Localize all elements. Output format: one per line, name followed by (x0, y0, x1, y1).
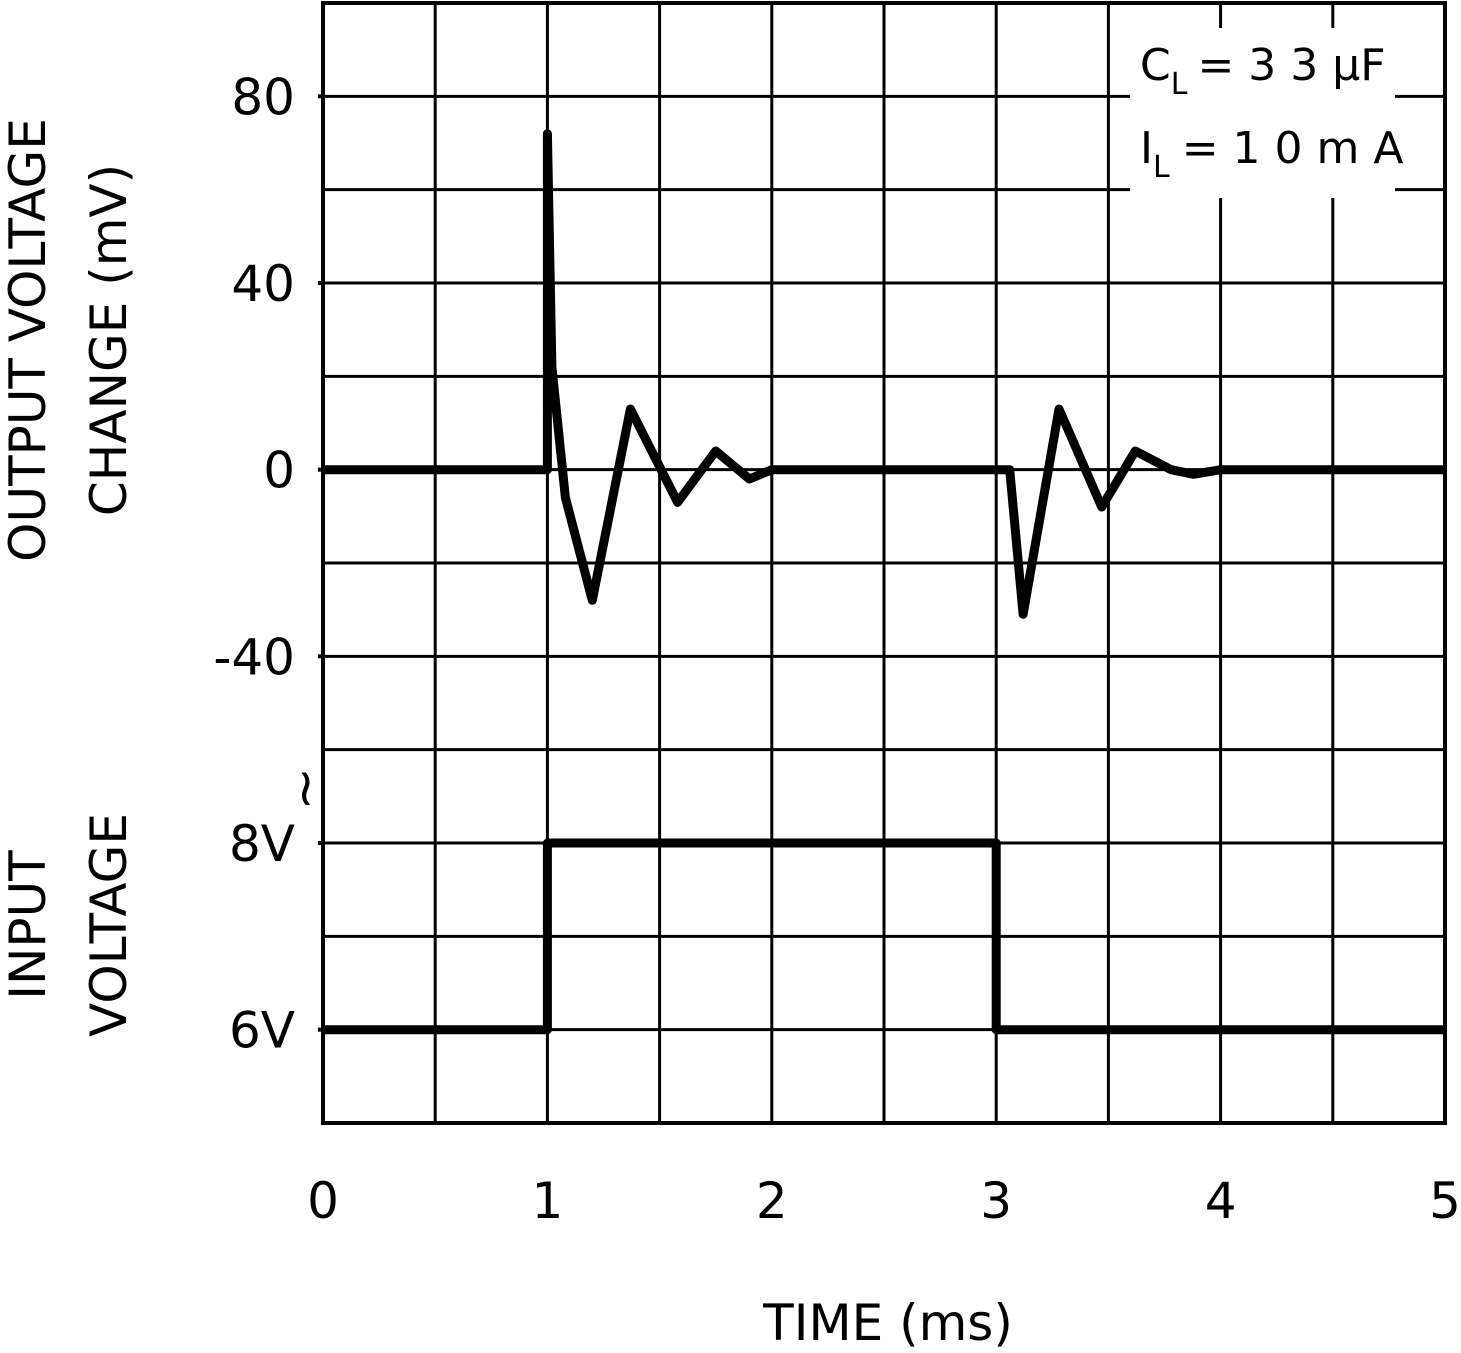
x-tick-label: 5 (1429, 1172, 1461, 1230)
y-tick-label-top: 80 (231, 68, 295, 126)
y-tick-label-top: 40 (231, 255, 295, 313)
top-ylabel-line1: OUTPUT VOLTAGE (0, 118, 57, 562)
tick-labels: 0 1 2 3 4 5 80 40 0 -40 8V 6V (213, 68, 1461, 1230)
y-tick-label-bottom: 8V (229, 815, 295, 873)
x-tick-label: 0 (307, 1172, 339, 1230)
x-tick-label: 1 (531, 1172, 563, 1230)
x-tick-label: 3 (980, 1172, 1012, 1230)
y-tick-label-top: -40 (213, 628, 295, 686)
il-label: IL = 1 0 m A (1140, 123, 1403, 185)
annotation-background (1130, 28, 1395, 198)
x-axis-label: TIME (ms) (762, 1294, 1013, 1352)
series-layer (323, 129, 1445, 1035)
x-tick-label: 2 (756, 1172, 788, 1230)
plot-frame (321, 1, 1447, 1125)
top-ylabel-line2: CHANGE (mV) (80, 164, 138, 516)
bottom-ylabel-line2: VOLTAGE (80, 813, 138, 1037)
bottom-ylabel-line1: INPUT (0, 850, 57, 1000)
cl-label: CL = 3 3 μF (1140, 40, 1386, 102)
axis-break-symbol: ≀ (296, 758, 316, 818)
series-output-voltage-change (323, 129, 1445, 619)
series-input-voltage (323, 838, 1445, 1035)
x-tick-label: 4 (1205, 1172, 1237, 1230)
y-tick-label-top: 0 (263, 442, 295, 500)
y-tick-label-bottom: 6V (229, 1002, 295, 1060)
